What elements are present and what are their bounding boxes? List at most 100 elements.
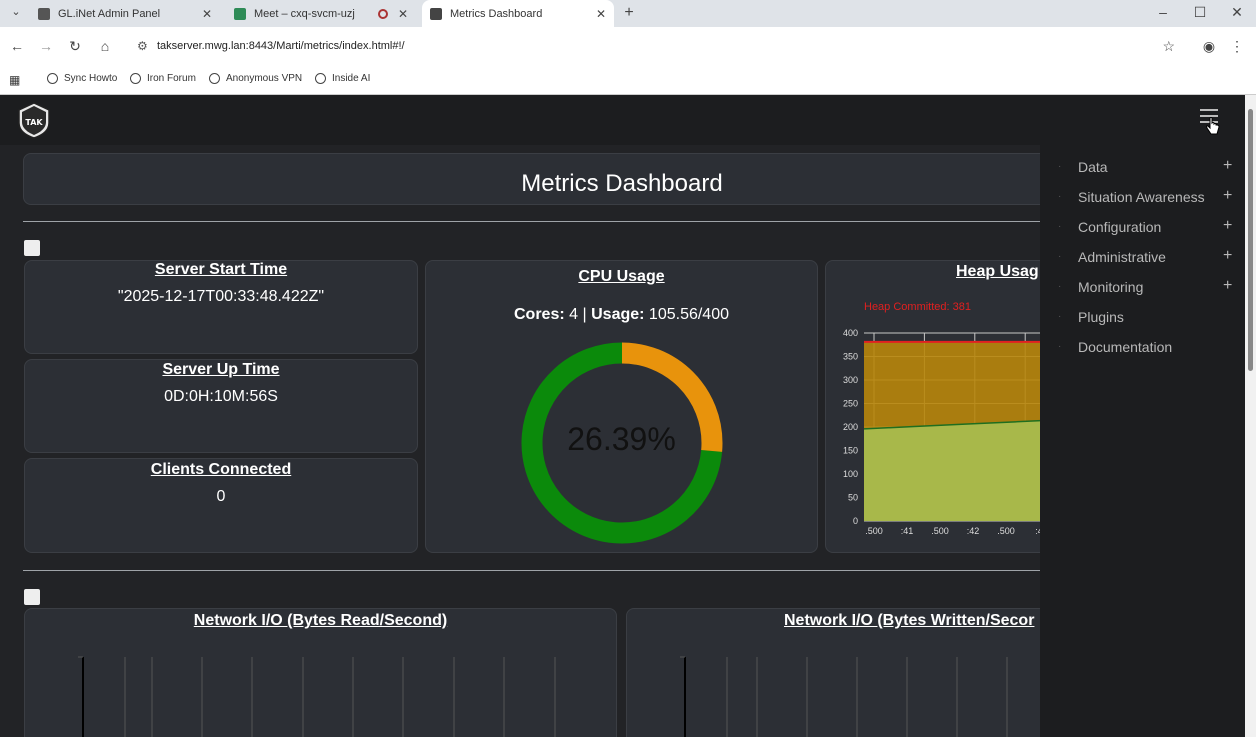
close-icon[interactable]: ✕	[595, 6, 606, 21]
y-tick-label: 100	[843, 469, 858, 479]
site-info-icon[interactable]: ⚙	[137, 39, 148, 53]
new-tab-plus-icon[interactable]: +	[624, 4, 634, 21]
y-tick-label: 200	[843, 422, 858, 432]
menu-item-label: Administrative	[1078, 249, 1166, 265]
network-write-card: Network I/O (Bytes Written/Secor	[626, 608, 1076, 737]
section-toggle-checkbox[interactable]	[24, 240, 40, 256]
menu-bullet: ·	[1058, 221, 1062, 232]
network-read-chart	[78, 656, 556, 737]
cores-label: Cores:	[514, 306, 565, 323]
menu-bullet: ·	[1058, 251, 1062, 262]
menu-bullet: ·	[1058, 341, 1062, 352]
expand-plus-icon[interactable]: +	[1223, 187, 1233, 204]
server-up-card: Server Up Time 0D:0H:10M:56S	[24, 359, 418, 453]
usage-value: 105.56/400	[648, 306, 729, 323]
card-title: Network I/O (Bytes Written/Secor	[784, 612, 1035, 629]
globe-icon	[130, 73, 141, 84]
tak-favicon-icon	[430, 7, 442, 20]
expand-plus-icon[interactable]: +	[1223, 217, 1233, 234]
menu-bullet: ·	[1058, 311, 1062, 322]
server-start-card: Server Start Time "2025-12-17T00:33:48.4…	[24, 260, 418, 354]
dashboard-content: Metrics Dashboard Server Start Time "202…	[0, 145, 1085, 737]
close-icon[interactable]: ✕	[397, 6, 408, 21]
close-icon[interactable]: ✕	[201, 6, 212, 21]
x-tick-label: :4	[1035, 526, 1043, 536]
tab-metrics-dashboard[interactable]: Metrics Dashboard ✕	[422, 0, 614, 27]
bookmark-inside-ai[interactable]: Inside AI	[315, 73, 370, 84]
globe-icon	[209, 73, 220, 84]
hamburger-menu-icon[interactable]	[1200, 109, 1218, 127]
y-tick-label: 0	[853, 516, 858, 526]
cores-value: 4	[569, 306, 579, 323]
server-start-value: "2025-12-17T00:33:48.422Z"	[117, 288, 325, 305]
recording-icon	[378, 8, 388, 19]
usage-label: Usage:	[591, 306, 645, 323]
menu-item-label: Documentation	[1078, 339, 1173, 355]
apps-grid-icon[interactable]: ▦	[9, 73, 21, 87]
cpu-cores-usage: Cores: 4 | Usage: 105.56/400	[426, 306, 817, 324]
cpu-percent-label: 26.39%	[567, 421, 676, 457]
card-title: Network I/O (Bytes Read/Second)	[193, 612, 448, 629]
maximize-icon[interactable]: ☐	[1193, 4, 1207, 20]
bookmark-label: Inside AI	[332, 73, 371, 84]
page-scrollbar[interactable]	[1245, 95, 1256, 737]
tab-title: GL.iNet Admin Panel	[58, 7, 161, 20]
menu-item-label: Plugins	[1078, 309, 1124, 325]
network-write-chart	[680, 656, 1008, 737]
cpu-donut-chart	[521, 342, 723, 544]
bookmark-star-icon[interactable]: ☆	[1162, 38, 1175, 54]
forward-arrow-icon[interactable]: →	[39, 38, 53, 54]
bookmark-anonymous-vpn[interactable]: Anonymous VPN	[209, 73, 302, 84]
address-bar[interactable]: ⚙ takserver.mwg.lan:8443/Marti/metrics/i…	[127, 33, 1187, 61]
y-tick-label: 50	[848, 493, 858, 503]
tab-meet[interactable]: Meet – cxq-svcm-uzj ✕	[226, 0, 416, 27]
reload-icon[interactable]: ↻	[69, 38, 81, 54]
window-close-icon[interactable]: ✕	[1231, 4, 1243, 20]
card-title: Server Up Time	[162, 361, 280, 378]
tak-page: TAK Metrics Dashboard Server Start Time …	[0, 95, 1245, 737]
card-title: CPU Usage	[578, 268, 665, 285]
x-tick-label: :42	[967, 526, 980, 536]
separator: |	[582, 306, 587, 323]
side-menu: · Data + · Situation Awareness + · Confi…	[1040, 145, 1245, 737]
card-title: Clients Connected	[150, 461, 292, 478]
card-title: Server Start Time	[154, 261, 288, 278]
server-up-value: 0D:0H:10M:56S	[164, 388, 278, 405]
minimize-icon[interactable]: –	[1159, 4, 1167, 20]
donut-used-arc	[521, 342, 723, 544]
home-icon[interactable]: ⌂	[100, 38, 110, 54]
heap-legend: Heap Committed: 381	[864, 301, 971, 313]
profile-icon[interactable]: ◉	[1202, 38, 1216, 54]
x-tick-label: .500	[931, 526, 949, 536]
expand-plus-icon[interactable]: +	[1223, 247, 1233, 264]
menu-bullet: ·	[1058, 281, 1062, 292]
tab-glinet[interactable]: GL.iNet Admin Panel ✕	[30, 0, 220, 27]
cpu-usage-card: CPU Usage Cores: 4 | Usage: 105.56/400 2…	[425, 260, 818, 553]
tab-search-chevron-icon[interactable]: ⌄	[11, 6, 21, 18]
bookmark-sync-howto[interactable]: Sync Howto	[47, 73, 117, 84]
y-tick-label: 250	[843, 399, 858, 409]
logo-text: TAK	[25, 118, 43, 127]
url-text: takserver.mwg.lan:8443/Marti/metrics/ind…	[157, 40, 405, 52]
bookmark-label: Iron Forum	[147, 73, 196, 84]
tak-logo[interactable]: TAK	[15, 101, 53, 139]
bookmark-label: Sync Howto	[64, 73, 118, 84]
back-arrow-icon[interactable]: ←	[10, 38, 24, 54]
cursor-hand-icon	[1206, 117, 1220, 135]
top-navbar: TAK	[0, 95, 1245, 145]
browser-tab-bar: ⌄ GL.iNet Admin Panel ✕ Meet – cxq-svcm-…	[0, 0, 1256, 27]
expand-plus-icon[interactable]: +	[1223, 157, 1233, 174]
page-title: Metrics Dashboard	[521, 170, 723, 197]
browser-menu-icon[interactable]: ⋮	[1230, 38, 1244, 54]
section-toggle-checkbox[interactable]	[24, 589, 40, 605]
y-tick-label: 400	[843, 328, 858, 338]
y-tick-label: 300	[843, 375, 858, 385]
card-title: Heap Usag	[956, 263, 1039, 280]
scrollbar-thumb[interactable]	[1248, 109, 1253, 371]
bookmark-iron-forum[interactable]: Iron Forum	[130, 73, 196, 84]
tab-title: Meet – cxq-svcm-uzj	[254, 7, 355, 20]
bookmark-label: Anonymous VPN	[226, 73, 303, 84]
menu-item-label: Configuration	[1078, 219, 1162, 235]
expand-plus-icon[interactable]: +	[1223, 277, 1233, 294]
browser-toolbar: ← → ↻ ⌂ ⚙ takserver.mwg.lan:8443/Marti/m…	[0, 27, 1256, 67]
